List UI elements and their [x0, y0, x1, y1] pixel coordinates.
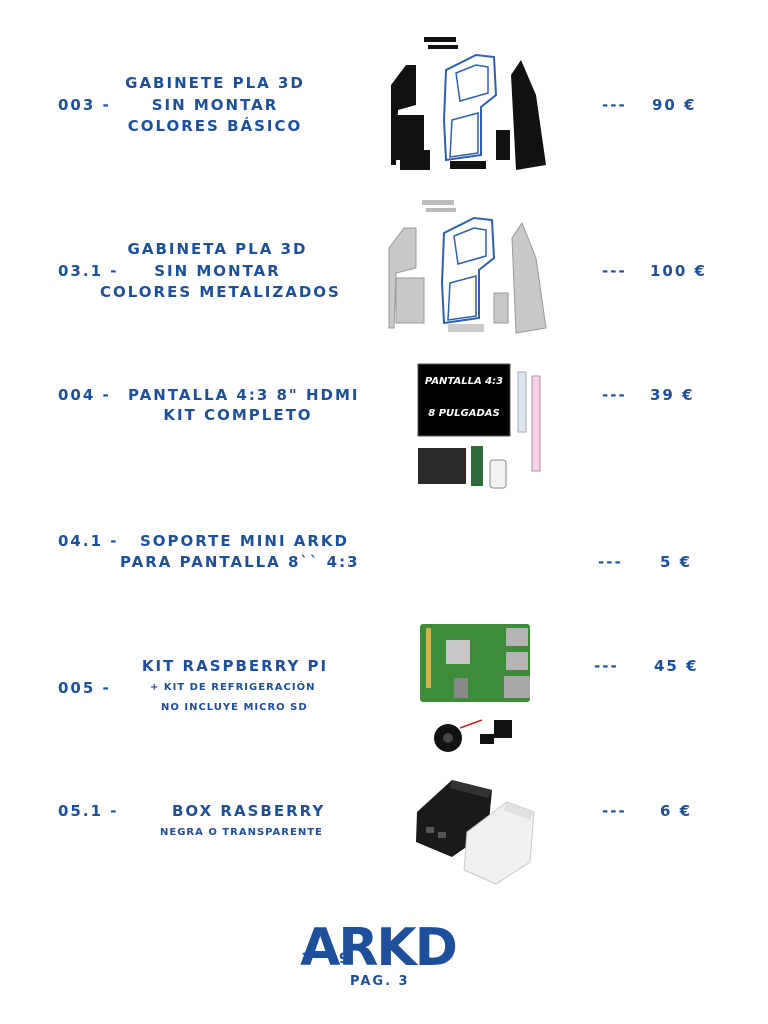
item-code-031: 03.1 - — [58, 262, 119, 280]
item-code-051: 05.1 - — [58, 802, 119, 820]
item-title-003-line2: Sin montar — [151, 96, 279, 114]
logo-digit-2: 9 — [339, 951, 349, 967]
item-title-005-line3: No incluye micro SD — [161, 702, 308, 713]
item-title-041-line2: para pantalla 8`` 4:3 — [120, 553, 360, 571]
item-title-031-line1: Gabineta PLA 3D — [127, 240, 308, 258]
item-code-005: 005 - — [58, 679, 111, 697]
item-title-005-line1: Kit Raspberry Pi — [141, 657, 329, 675]
item-price-003: 90 € — [652, 96, 697, 114]
item-price-005: 45 € — [654, 657, 699, 675]
logo-digit-4: 5 — [421, 951, 431, 967]
arcade-cabinet-grey-image — [384, 198, 552, 343]
item-title-041-line1: Soporte mini arkd — [140, 532, 349, 550]
item-dash-004: --- — [602, 386, 627, 404]
item-price-031: 100 € — [650, 262, 707, 280]
screen-kit-image: PANTALLA 4:3 8 PULGADAS — [416, 362, 551, 492]
item-dash-005: --- — [594, 657, 619, 675]
item-dash-041: --- — [598, 553, 623, 571]
raspberry-pi-kit-image — [416, 620, 534, 758]
raspberry-box-image — [412, 772, 537, 887]
item-price-041: 5 € — [660, 553, 693, 571]
item-price-004: 39 € — [650, 386, 695, 404]
item-title-031-line2: Sin montar — [154, 262, 281, 280]
item-dash-003: --- — [602, 96, 627, 114]
item-price-051: 6 € — [660, 802, 693, 820]
item-title-051-line2: Negra o transparente — [160, 827, 323, 838]
item-title-031-line3: Colores metalizados — [100, 283, 341, 301]
item-title-005-line2: + Kit de refrigeración — [150, 682, 316, 693]
logo-digit-3: 8 — [381, 951, 391, 967]
item-code-041: 04.1 - — [58, 532, 119, 550]
item-dash-031: --- — [602, 262, 627, 280]
item-dash-051: --- — [602, 802, 627, 820]
screen-text-line1: PANTALLA 4:3 — [425, 376, 503, 387]
item-title-003-line1: Gabinete PLA 3D — [125, 74, 305, 92]
arkd-logo: ARKD 1 9 8 5 — [293, 915, 463, 978]
item-title-004-line2: Kit completo — [163, 406, 313, 424]
item-title-004-line1: Pantalla 4:3 8" HDMI — [128, 386, 360, 404]
screen-text-line2: 8 PULGADAS — [428, 408, 499, 419]
item-code-004: 004 - — [58, 386, 111, 404]
item-title-051-line1: Box Rasberry — [172, 802, 326, 820]
item-title-003-line3: Colores básico — [127, 117, 303, 135]
arcade-cabinet-black-image — [386, 35, 551, 180]
logo-digit-1: 1 — [301, 951, 311, 967]
logo-text: ARKD — [300, 918, 456, 975]
page-number: PAG. 3 — [350, 974, 410, 989]
item-code-003: 003 - — [58, 96, 111, 114]
